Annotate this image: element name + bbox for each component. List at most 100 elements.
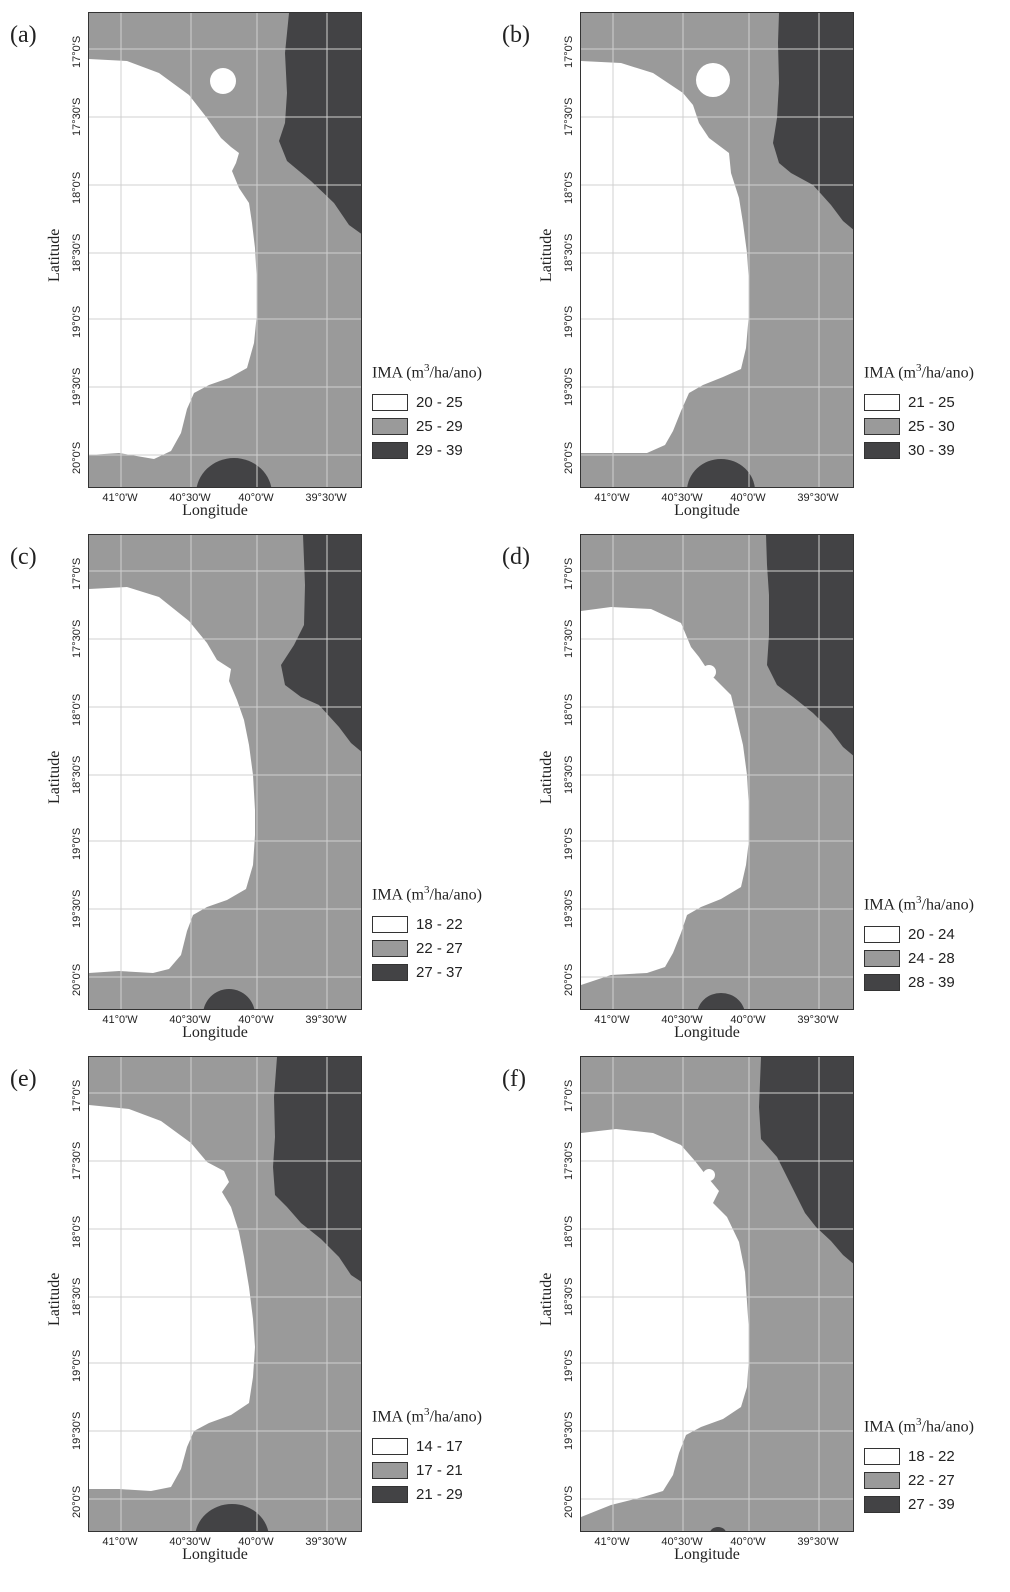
legend-swatch	[864, 974, 900, 991]
legend-label: 25 - 30	[908, 418, 955, 435]
choropleth-map	[88, 1056, 362, 1532]
legend-title: IMA (m3/ha/ano)	[864, 1416, 1004, 1436]
y-tick-label: 17°0'S	[563, 1080, 575, 1112]
map-panel: (b) 17°0'S 17°30'S 18°0'S 18°30'S 19°0'S 19°30…	[492, 0, 992, 520]
high-class-region-south	[196, 458, 272, 488]
legend-swatch	[864, 950, 900, 967]
legend: IMA (m3/ha/ano) 18 - 22 22 - 27 27 - 37	[372, 884, 512, 984]
legend-label: 17 - 21	[416, 1462, 463, 1479]
legend-item: 21 - 25	[864, 390, 1004, 414]
legend-label: 24 - 28	[908, 950, 955, 967]
x-tick-label: 41°0'W	[102, 1536, 137, 1548]
y-tick-label: 18°30'S	[563, 234, 575, 272]
y-tick-label: 19°0'S	[71, 306, 83, 338]
y-tick-label: 18°0'S	[563, 1216, 575, 1248]
legend-item: 28 - 39	[864, 970, 1004, 994]
y-tick-label: 19°0'S	[71, 828, 83, 860]
x-axis-title: Longitude	[182, 502, 248, 520]
map-panel: (f) 17°0'S 17°30'S 18°0'S 18°30'S 19°0'S 19°30…	[492, 1044, 992, 1564]
map-svg	[89, 1057, 362, 1532]
y-tick-label: 18°0'S	[563, 694, 575, 726]
legend-swatch	[372, 418, 408, 435]
y-tick-label: 17°30'S	[563, 1142, 575, 1180]
legend-label: 18 - 22	[908, 1448, 955, 1465]
y-tick-label: 19°30'S	[71, 890, 83, 928]
y-tick-label: 19°0'S	[563, 306, 575, 338]
y-tick-label: 17°30'S	[563, 98, 575, 136]
y-tick-label: 17°0'S	[563, 558, 575, 590]
x-tick-label: 39°30'W	[797, 1014, 838, 1026]
y-axis-title: Latitude	[46, 751, 64, 804]
map-svg	[581, 13, 854, 488]
y-tick-label: 18°30'S	[71, 756, 83, 794]
x-axis-title: Longitude	[674, 1546, 740, 1564]
legend-swatch	[372, 1438, 408, 1455]
y-axis-title: Latitude	[538, 229, 556, 282]
choropleth-map	[580, 12, 854, 488]
x-axis-title: Longitude	[674, 1024, 740, 1042]
y-tick-label: 17°0'S	[71, 36, 83, 68]
x-tick-label: 41°0'W	[594, 492, 629, 504]
legend-label: 27 - 37	[416, 964, 463, 981]
panel-label: (a)	[10, 22, 37, 49]
legend-label: 25 - 29	[416, 418, 463, 435]
legend-item: 18 - 22	[864, 1444, 1004, 1468]
map-svg	[89, 535, 362, 1010]
low-class-island	[696, 63, 730, 97]
legend-swatch	[372, 916, 408, 933]
legend-swatch	[864, 418, 900, 435]
legend-item: 21 - 29	[372, 1482, 512, 1506]
x-tick-label: 39°30'W	[305, 1536, 346, 1548]
y-tick-label: 18°30'S	[563, 756, 575, 794]
y-tick-label: 19°0'S	[563, 828, 575, 860]
y-tick-label: 17°30'S	[563, 620, 575, 658]
high-class-region	[766, 535, 854, 757]
y-axis-title: Latitude	[538, 1273, 556, 1326]
x-tick-label: 41°0'W	[102, 492, 137, 504]
legend-item: 27 - 37	[372, 960, 512, 984]
legend-swatch	[864, 1472, 900, 1489]
high-class-region-south	[710, 1527, 726, 1532]
legend-title: IMA (m3/ha/ano)	[864, 894, 1004, 914]
y-tick-label: 17°0'S	[563, 36, 575, 68]
y-tick-label: 20°0'S	[563, 964, 575, 996]
legend-label: 14 - 17	[416, 1438, 463, 1455]
high-class-region-south	[687, 459, 755, 488]
y-tick-label: 19°30'S	[563, 1412, 575, 1450]
legend: IMA (m3/ha/ano) 18 - 22 22 - 27 27 - 39	[864, 1416, 1004, 1516]
high-class-region	[773, 13, 854, 231]
low-class-region	[89, 587, 255, 973]
legend: IMA (m3/ha/ano) 20 - 25 25 - 29 29 - 39	[372, 362, 512, 462]
legend-label: 21 - 25	[908, 394, 955, 411]
y-tick-label: 17°0'S	[71, 1080, 83, 1112]
panel-label: (b)	[502, 22, 530, 49]
legend-label: 18 - 22	[416, 916, 463, 933]
legend-title: IMA (m3/ha/ano)	[864, 362, 1004, 382]
low-class-island	[703, 1169, 715, 1181]
legend-label: 30 - 39	[908, 442, 955, 459]
legend-item: 24 - 28	[864, 946, 1004, 970]
y-tick-label: 19°0'S	[71, 1350, 83, 1382]
legend-label: 20 - 24	[908, 926, 955, 943]
choropleth-map	[88, 12, 362, 488]
legend-item: 22 - 27	[864, 1468, 1004, 1492]
panel-label: (c)	[10, 544, 37, 571]
y-tick-label: 19°30'S	[71, 368, 83, 406]
high-class-region-south	[195, 1504, 269, 1532]
legend-title: IMA (m3/ha/ano)	[372, 884, 512, 904]
legend-item: 29 - 39	[372, 438, 512, 462]
y-tick-label: 19°30'S	[563, 368, 575, 406]
y-tick-label: 18°30'S	[71, 1278, 83, 1316]
legend-swatch	[864, 1448, 900, 1465]
legend-item: 20 - 25	[372, 390, 512, 414]
legend-swatch	[864, 394, 900, 411]
y-tick-label: 17°30'S	[71, 98, 83, 136]
legend-label: 22 - 27	[908, 1472, 955, 1489]
legend-item: 17 - 21	[372, 1458, 512, 1482]
legend: IMA (m3/ha/ano) 20 - 24 24 - 28 28 - 39	[864, 894, 1004, 994]
y-tick-label: 17°0'S	[71, 558, 83, 590]
legend-swatch	[372, 940, 408, 957]
legend-item: 25 - 29	[372, 414, 512, 438]
high-class-region	[273, 1057, 362, 1283]
x-tick-label: 41°0'W	[102, 1014, 137, 1026]
